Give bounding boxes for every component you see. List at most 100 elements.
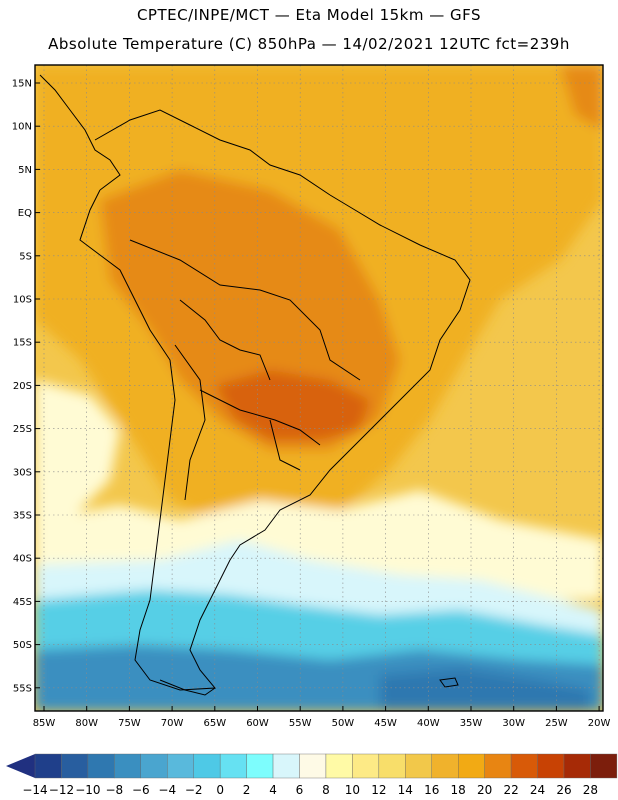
legend-cell xyxy=(378,753,406,779)
field-pacific-cool xyxy=(35,380,120,520)
lon-label-80w: 80W xyxy=(75,718,98,729)
lon-label-60w: 60W xyxy=(246,718,269,729)
chart-title-line2: Absolute Temperature (C) 850hPa — 14/02/… xyxy=(48,35,570,53)
legend-label: 24 xyxy=(530,783,545,797)
lon-label-50w: 50W xyxy=(332,718,355,729)
legend-label: 28 xyxy=(583,783,598,797)
legend-label: −6 xyxy=(132,783,150,797)
legend-cell xyxy=(219,753,247,779)
lat-label-10n: 10N xyxy=(12,122,32,133)
legend-label: 6 xyxy=(296,783,304,797)
legend-cell xyxy=(325,753,353,779)
lat-label-eq: EQ xyxy=(18,208,32,219)
field-hot-spot xyxy=(215,370,370,440)
lat-label-55s: 55S xyxy=(13,683,32,694)
lon-label-65w: 65W xyxy=(203,718,226,729)
lat-label-35s: 35S xyxy=(13,511,32,522)
lon-label-20w: 20W xyxy=(588,718,611,729)
legend-label: 8 xyxy=(322,783,330,797)
legend-label: 18 xyxy=(451,783,466,797)
lon-label-75w: 75W xyxy=(118,718,141,729)
lon-label-85w: 85W xyxy=(33,718,56,729)
legend-cell xyxy=(34,753,62,779)
island-fueguina xyxy=(159,679,216,696)
lat-label-20s: 20S xyxy=(13,381,32,392)
lon-label-55w: 55W xyxy=(289,718,312,729)
legend-cell xyxy=(431,753,459,779)
legend-cell xyxy=(167,753,194,779)
border-interior-5 xyxy=(269,419,301,471)
legend-cell xyxy=(590,753,618,779)
lon-label-25w: 25W xyxy=(545,718,568,729)
legend-cell xyxy=(61,753,89,779)
legend-label: 14 xyxy=(398,783,413,797)
lat-label-15s: 15S xyxy=(13,338,32,349)
legend-cells xyxy=(34,753,618,779)
lat-label-5s: 5S xyxy=(19,251,32,262)
legend-label: 22 xyxy=(503,783,518,797)
map-frame xyxy=(34,64,604,712)
lat-label-10s: 10S xyxy=(13,295,32,306)
legend-labels: −14 −12 −10 −8 −6 −4 −2 0 2 4 6 8 10 12 14 16 18 20 22 24 26… xyxy=(22,783,598,797)
legend-label: 10 xyxy=(345,783,360,797)
lat-label-50s: 50S xyxy=(13,640,32,651)
lon-label-40w: 40W xyxy=(417,718,440,729)
legend-cell xyxy=(484,753,512,779)
coast-caribbean-north xyxy=(94,109,331,196)
legend-label: −8 xyxy=(105,783,123,797)
lat-label-5n: 5N xyxy=(18,165,32,176)
legend-label: −4 xyxy=(158,783,176,797)
legend-label: −12 xyxy=(49,783,74,797)
lon-label-70w: 70W xyxy=(161,718,184,729)
legend-cell xyxy=(140,753,168,779)
legend-cell xyxy=(114,753,141,779)
legend-cell xyxy=(458,753,485,779)
legend-cell xyxy=(537,753,565,779)
legend-cell xyxy=(87,753,115,779)
legend-label: −10 xyxy=(75,783,100,797)
lat-label-30s: 30S xyxy=(13,467,32,478)
lat-label-45s: 45S xyxy=(13,597,32,608)
legend-cell xyxy=(510,753,538,779)
latitude-labels: 15N 10N 5N EQ 5S 10S 15S 20S 25S 30S 35S 40S 45S 50S 5… xyxy=(12,79,32,695)
legend-label: 2 xyxy=(243,783,251,797)
field-ne-hot xyxy=(560,65,603,130)
legend-label: 4 xyxy=(269,783,277,797)
legend-label: −2 xyxy=(185,783,203,797)
coastlines xyxy=(39,74,471,696)
coast-south-america xyxy=(79,189,471,691)
legend-cell xyxy=(405,753,432,779)
legend-label: 0 xyxy=(216,783,224,797)
legend-label: 16 xyxy=(424,783,439,797)
legend-label: 26 xyxy=(556,783,571,797)
legend-label: 12 xyxy=(371,783,386,797)
legend-cell xyxy=(352,753,380,779)
legend-label: −14 xyxy=(22,783,47,797)
border-interior-2 xyxy=(179,299,271,381)
legend-cell xyxy=(299,753,327,779)
graticule xyxy=(35,65,603,711)
temperature-field xyxy=(35,65,603,711)
legend-label: 20 xyxy=(477,783,492,797)
legend-cell xyxy=(193,753,221,779)
lon-label-45w: 45W xyxy=(374,718,397,729)
legend-left-arrow xyxy=(6,754,35,778)
chart-title-line1: CPTEC/INPE/MCT — Eta Model 15km — GFS xyxy=(136,6,482,24)
field-south-very-cold xyxy=(380,668,590,711)
legend-cell xyxy=(246,753,274,779)
coast-central-america xyxy=(39,74,121,191)
lon-label-30w: 30W xyxy=(502,718,525,729)
lon-label-35w: 35W xyxy=(460,718,483,729)
lat-label-15n: 15N xyxy=(12,79,32,90)
lat-label-40s: 40S xyxy=(13,554,32,565)
border-interior-4 xyxy=(174,344,206,501)
legend-cell xyxy=(563,753,591,779)
longitude-labels: 85W 80W 75W 70W 65W 60W 55W 50W 45W 40W 35W 30W 25W 2… xyxy=(33,718,611,729)
border-interior-3 xyxy=(199,389,321,446)
legend-cell xyxy=(272,753,300,779)
border-interior-1 xyxy=(129,239,361,381)
lat-label-25s: 25S xyxy=(13,424,32,435)
island-falklands xyxy=(439,677,459,688)
